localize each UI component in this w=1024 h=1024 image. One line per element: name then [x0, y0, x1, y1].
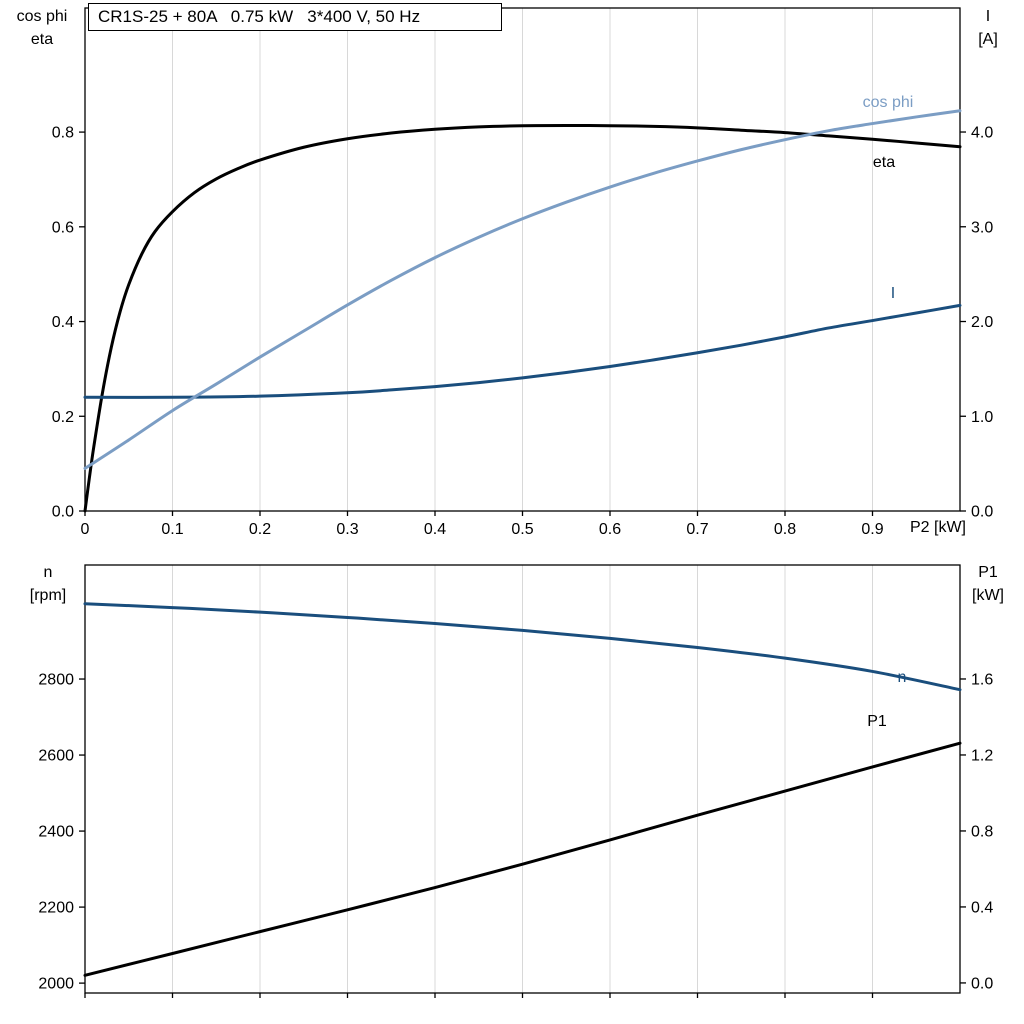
axis-title-eta: eta — [30, 31, 54, 48]
left-tick-label: 2200 — [38, 900, 74, 917]
x-tick-label: 0.3 — [336, 521, 358, 538]
x-tick-label: 0.9 — [861, 521, 883, 538]
x-tick-label: 0.5 — [511, 521, 533, 538]
left-tick-label: 0.0 — [52, 504, 74, 521]
curve-label-cos-phi: cos phi — [862, 94, 914, 111]
curve-p1 — [83, 741, 962, 977]
bottom-right-axis-title: P1 [kW] — [956, 561, 1020, 607]
curve-label-speed: n — [897, 669, 907, 686]
axis-title-cos-phi: cos phi — [16, 8, 68, 25]
right-tick-label: 0.8 — [971, 823, 993, 840]
axis-title-current-unit: [A] — [978, 31, 998, 48]
x-axis-title: P2 [kW] — [909, 519, 966, 536]
left-tick-label: 2000 — [38, 976, 74, 993]
x-tick-label: 0.6 — [599, 521, 621, 538]
axis-title-speed: n — [43, 564, 53, 581]
right-tick-label: 1.6 — [971, 671, 993, 688]
bottom-left-axis-title: n [rpm] — [10, 561, 86, 607]
right-tick-label: 1.2 — [971, 747, 993, 764]
x-tick-label: 0 — [81, 521, 90, 538]
axis-title-p1: P1 — [978, 564, 998, 581]
left-tick-label: 0.6 — [52, 219, 74, 236]
x-tick-label: 0.8 — [774, 521, 796, 538]
curve-label-p1: P1 — [867, 713, 887, 730]
curve-current — [83, 303, 962, 399]
right-tick-label: 0.0 — [971, 975, 993, 992]
curve-eta — [83, 123, 962, 513]
axis-title-p1-unit: [kW] — [972, 587, 1004, 604]
right-tick-label: 3.0 — [971, 219, 993, 236]
curve-label-current: I — [890, 285, 896, 302]
top-left-axis-title: cos phi eta — [6, 5, 78, 51]
right-tick-label: 0.4 — [971, 899, 993, 916]
x-tick-label: 0.1 — [161, 521, 183, 538]
curve-speed — [83, 602, 962, 692]
left-tick-label: 0.2 — [52, 409, 74, 426]
left-tick-label: 2600 — [38, 748, 74, 765]
x-tick-label: 0.7 — [686, 521, 708, 538]
right-tick-label: 1.0 — [971, 409, 993, 426]
axis-title-speed-unit: [rpm] — [29, 587, 67, 604]
top-right-axis-title: I [A] — [956, 5, 1020, 51]
left-tick-label: 2800 — [38, 672, 74, 689]
curve-label-eta: eta — [872, 154, 896, 171]
right-tick-label: 4.0 — [971, 125, 993, 142]
left-tick-label: 0.4 — [52, 314, 74, 331]
right-tick-label: 0.0 — [971, 504, 993, 521]
left-tick-label: 0.8 — [52, 125, 74, 142]
x-tick-label: 0.2 — [249, 521, 271, 538]
left-tick-label: 2400 — [38, 824, 74, 841]
axis-title-current: I — [985, 8, 991, 25]
right-tick-label: 2.0 — [971, 314, 993, 331]
chart-title: CR1S-25 + 80A 0.75 kW 3*400 V, 50 Hz — [88, 3, 502, 31]
x-tick-label: 0.4 — [424, 521, 446, 538]
curve-cos_phi — [83, 109, 962, 470]
